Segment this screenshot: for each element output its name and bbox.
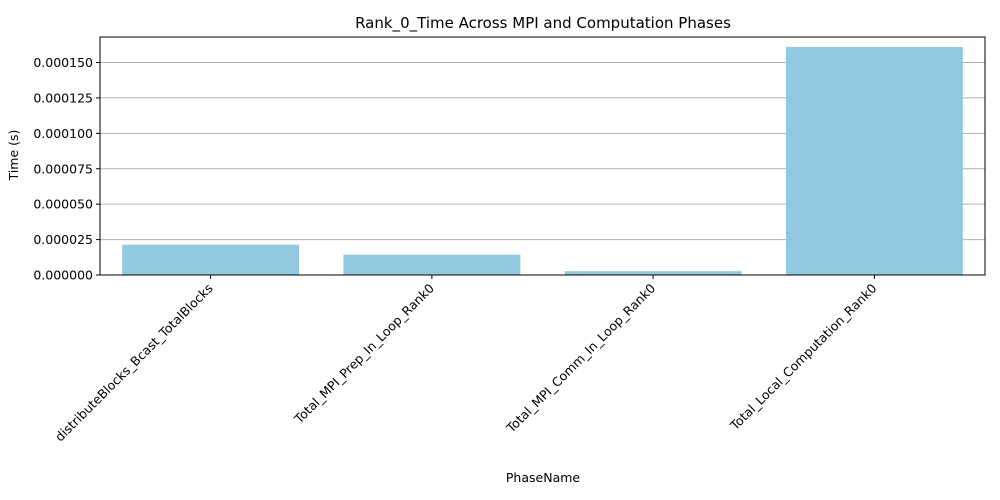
x-axis-title: PhaseName	[506, 470, 581, 485]
x-tick-label: Total_MPI_Comm_In_Loop_Rank0	[503, 280, 659, 436]
x-tick-label: Total_MPI_Prep_In_Loop_Rank0	[291, 280, 437, 426]
bar-distributeblocks-bcast-totalblocks	[122, 244, 300, 275]
axes	[99, 36, 986, 276]
grid-lines	[100, 62, 985, 276]
x-tick-label: Total_Local_Computation_Rank0	[726, 280, 879, 433]
y-tick-label: 0.000100	[33, 126, 93, 141]
bar-total-local-computation-rank0	[785, 46, 963, 275]
x-tick-label: distributeBlocks_Bcast_TotalBlocks	[52, 281, 216, 445]
x-ticks: distributeBlocks_Bcast_TotalBlocks Total_…	[52, 275, 880, 444]
y-tick-label: 0.000025	[33, 232, 93, 247]
plot-frame	[99, 36, 986, 276]
bars	[122, 46, 963, 275]
y-tick-label: 0.000075	[33, 161, 93, 176]
chart-title: Rank_0_Time Across MPI and Computation P…	[355, 14, 731, 33]
bar-total-mpi-prep-in-loop-rank0	[343, 254, 521, 275]
y-tick-label: 0.000000	[33, 268, 93, 283]
y-tick-label: 0.000150	[33, 55, 93, 70]
y-ticks: 0.000000 0.000025 0.000050 0.000075 0.000100…	[33, 55, 100, 283]
y-axis-title: Time (s)	[6, 130, 21, 182]
y-tick-label: 0.000125	[33, 90, 93, 105]
y-tick-label: 0.000050	[33, 197, 93, 212]
bar-total-mpi-comm-in-loop-rank0	[564, 271, 742, 275]
